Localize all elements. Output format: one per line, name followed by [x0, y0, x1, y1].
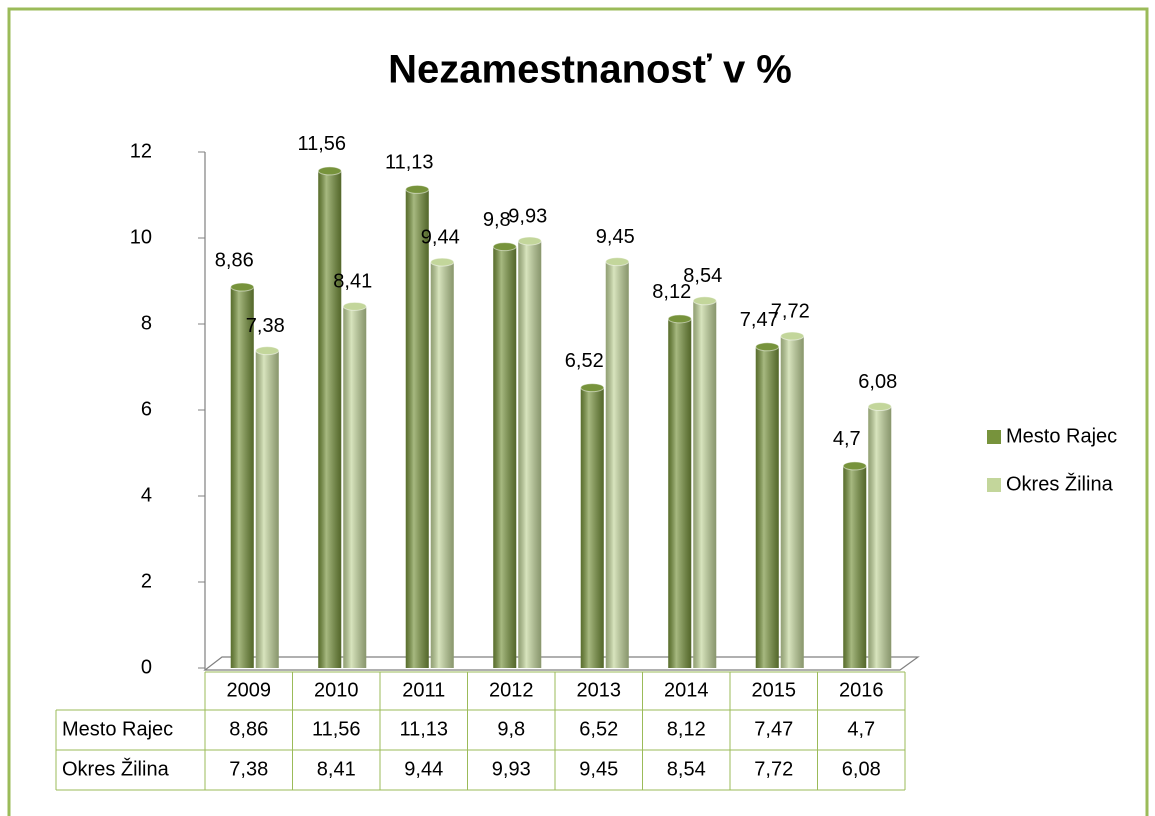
value-label: 7,38 — [246, 315, 285, 337]
bar-shade — [693, 300, 717, 668]
table-cell: 8,86 — [229, 718, 268, 740]
chart-border — [7, 7, 1149, 816]
value-label: 8,54 — [683, 265, 722, 287]
table-cell: 9,93 — [492, 758, 531, 780]
table-cell: 11,56 — [312, 718, 361, 740]
table-cell: 8,12 — [667, 718, 706, 740]
value-label: 6,08 — [858, 371, 897, 393]
bar-shade — [405, 189, 429, 668]
table-cell: 7,38 — [229, 758, 268, 780]
y-tick-label: 2 — [141, 570, 152, 592]
bar-cap — [317, 166, 342, 176]
legend-label: Okres Žilina — [1006, 472, 1114, 495]
value-label: 9,93 — [508, 205, 547, 227]
bar-cap — [230, 282, 255, 292]
value-label: 11,56 — [297, 133, 346, 155]
y-tick-label: 10 — [130, 226, 152, 248]
value-label: 7,72 — [771, 300, 810, 322]
value-label: 9,45 — [596, 226, 635, 248]
value-label: 8,41 — [333, 271, 372, 293]
table-cell: 9,44 — [404, 758, 443, 780]
table-cell: 8,41 — [317, 758, 356, 780]
bar-shade — [255, 350, 279, 668]
bar-cap — [867, 402, 892, 412]
x-tick-label: 2012 — [489, 679, 534, 701]
bar-cap — [342, 301, 367, 311]
bar-shade — [518, 241, 542, 668]
bar-cap — [430, 257, 455, 267]
bar-shade — [668, 318, 692, 668]
bar-cap — [692, 296, 717, 306]
bar-cap — [755, 342, 780, 352]
table-cell: 8,54 — [667, 758, 706, 780]
x-tick-label: 2015 — [752, 679, 797, 701]
value-label: 4,7 — [833, 428, 861, 450]
value-label: 8,12 — [652, 281, 691, 303]
bar-cap — [842, 461, 867, 471]
table-row-label: Okres Žilina — [62, 757, 170, 780]
bar-shade — [580, 387, 604, 668]
table-cell: 9,8 — [497, 718, 525, 740]
floor — [203, 656, 920, 671]
bar-cap — [605, 257, 630, 267]
bar-shade — [430, 262, 454, 668]
bar-shade — [343, 306, 367, 668]
x-tick-label: 2011 — [402, 679, 445, 701]
x-tick-label: 2014 — [664, 679, 709, 701]
table-cell: 7,72 — [754, 758, 793, 780]
bar-cap — [405, 184, 430, 194]
bar-cap — [492, 242, 517, 252]
x-tick-label: 2010 — [314, 679, 359, 701]
bar-cap — [667, 314, 692, 324]
table-row-label: Mesto Rajec — [62, 718, 173, 740]
bar-cap — [780, 331, 805, 341]
bar-shade — [493, 246, 517, 668]
y-tick-label: 8 — [141, 312, 152, 334]
bar-cap — [255, 346, 280, 356]
chart-title: Nezamestnanosť v % — [388, 48, 792, 92]
x-tick-label: 2016 — [839, 679, 884, 701]
table-cell: 4,7 — [847, 718, 875, 740]
table-cell: 6,52 — [579, 718, 618, 740]
y-tick-label: 0 — [141, 656, 152, 678]
bar-shade — [843, 465, 867, 668]
table-cell: 7,47 — [754, 718, 793, 740]
bar-cap — [580, 383, 605, 393]
legend-swatch — [987, 430, 1001, 444]
value-label: 9,44 — [421, 226, 460, 248]
bar-shade — [780, 336, 804, 668]
table-cell: 11,13 — [399, 718, 448, 740]
bar-shade — [318, 170, 342, 669]
x-tick-label: 2009 — [227, 679, 272, 701]
table-cell: 9,45 — [579, 758, 618, 780]
table-cell: 6,08 — [842, 758, 881, 780]
value-label: 6,52 — [565, 350, 604, 372]
bar-cap — [517, 236, 542, 246]
y-tick-label: 4 — [141, 484, 152, 506]
value-label: 11,13 — [385, 152, 434, 174]
bar-shade — [605, 261, 629, 668]
bar-shade — [755, 346, 779, 668]
bar-shade — [230, 287, 254, 668]
value-label: 8,86 — [215, 249, 254, 271]
x-tick-label: 2013 — [577, 679, 622, 701]
value-label: 9,8 — [483, 209, 511, 231]
y-tick-label: 12 — [130, 140, 152, 162]
value-label: 7,47 — [740, 309, 779, 331]
legend-swatch — [987, 478, 1001, 492]
legend-label: Mesto Rajec — [1006, 425, 1117, 447]
bar-shade — [868, 406, 892, 668]
y-tick-label: 6 — [141, 398, 152, 420]
